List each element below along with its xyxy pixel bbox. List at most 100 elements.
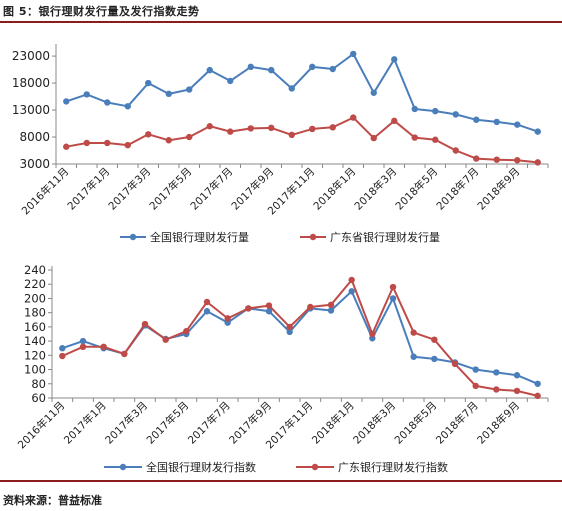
data-point-series-1 bbox=[370, 89, 377, 96]
series-line-2 bbox=[61, 279, 538, 397]
data-point-series-2 bbox=[431, 336, 438, 343]
data-point-series-2 bbox=[534, 392, 541, 400]
data-point-series-2 bbox=[245, 305, 252, 312]
data-point-series-1 bbox=[227, 77, 234, 85]
data-point-series-2 bbox=[100, 343, 107, 350]
data-point-series-1 bbox=[493, 118, 500, 126]
x-tick-label: 2018年3月 bbox=[352, 165, 400, 213]
data-point-series-2 bbox=[286, 323, 293, 331]
figure-title-bar: 图 5：银行理财发行量及发行指数走势 bbox=[0, 0, 562, 23]
data-point-series-2 bbox=[411, 134, 418, 141]
y-tick-label: 120 bbox=[24, 348, 46, 362]
x-tick-label: 2017年1月 bbox=[65, 165, 113, 213]
data-point-series-1 bbox=[124, 103, 131, 110]
x-tick-label: 2018年5月 bbox=[392, 399, 440, 447]
x-tick-label: 2018年7月 bbox=[434, 165, 482, 213]
data-point-series-1 bbox=[329, 65, 336, 73]
y-tick-label: 23000 bbox=[12, 49, 50, 63]
data-point-series-2 bbox=[307, 303, 314, 311]
data-point-series-2 bbox=[370, 134, 377, 142]
data-point-series-1 bbox=[286, 328, 293, 336]
data-point-series-2 bbox=[121, 350, 128, 358]
data-point-series-2 bbox=[472, 382, 479, 390]
data-point-series-2 bbox=[391, 117, 398, 125]
legend-label-2: 广东银行理财发行指数 bbox=[338, 460, 448, 474]
data-point-series-2 bbox=[309, 125, 316, 133]
data-point-series-1 bbox=[493, 369, 500, 376]
data-point-series-2 bbox=[288, 131, 295, 139]
y-tick-label: 140 bbox=[24, 334, 46, 348]
figure-title: 图 5：银行理财发行量及发行指数走势 bbox=[3, 5, 200, 18]
data-point-series-1 bbox=[288, 85, 295, 92]
x-tick-label: 2018年9月 bbox=[474, 399, 522, 447]
data-point-series-1 bbox=[534, 380, 541, 387]
data-point-series-2 bbox=[534, 159, 541, 166]
y-tick-label: 200 bbox=[24, 291, 46, 305]
data-point-series-1 bbox=[389, 295, 397, 302]
data-point-series-1 bbox=[472, 366, 479, 373]
x-tick-label: 2018年3月 bbox=[350, 399, 398, 447]
source-bar: 资料来源：普益标准 bbox=[0, 480, 562, 511]
x-tick-label: 2018年5月 bbox=[393, 165, 441, 213]
y-tick-label: 220 bbox=[24, 277, 46, 291]
data-point-series-2 bbox=[63, 143, 70, 150]
data-point-series-1 bbox=[268, 66, 275, 74]
data-point-series-1 bbox=[411, 105, 418, 113]
x-tick-label: 2017年7月 bbox=[185, 399, 233, 447]
data-point-series-2 bbox=[268, 124, 275, 132]
data-point-series-2 bbox=[514, 157, 521, 164]
data-point-series-1 bbox=[203, 308, 211, 315]
data-point-series-2 bbox=[452, 147, 459, 154]
legend-marker-2 bbox=[311, 463, 319, 471]
data-point-series-2 bbox=[432, 136, 439, 143]
data-point-series-1 bbox=[265, 308, 273, 315]
data-point-series-2 bbox=[329, 124, 336, 131]
data-point-series-2 bbox=[327, 301, 335, 309]
y-tick-label: 13000 bbox=[12, 103, 50, 117]
data-point-series-2 bbox=[389, 283, 397, 291]
data-point-series-1 bbox=[431, 355, 438, 363]
data-point-series-2 bbox=[410, 329, 417, 336]
data-point-series-2 bbox=[247, 125, 254, 132]
x-tick-label: 2016年11月 bbox=[15, 399, 67, 451]
y-tick-label: 8000 bbox=[19, 130, 50, 144]
issuance-volume-chart: 300080001300018000230002016年11月2017年1月20… bbox=[12, 44, 549, 244]
data-point-series-2 bbox=[513, 387, 521, 395]
data-point-series-1 bbox=[350, 50, 357, 58]
series-line-2 bbox=[66, 116, 538, 164]
data-point-series-1 bbox=[473, 116, 480, 123]
data-point-series-2 bbox=[493, 156, 500, 163]
data-point-series-2 bbox=[145, 131, 152, 138]
data-point-series-2 bbox=[348, 276, 355, 284]
issuance-index-chart: 60801001201401601802002202402016年11月2017… bbox=[15, 263, 549, 474]
x-tick-label: 2017年3月 bbox=[102, 399, 150, 447]
series-line-1 bbox=[65, 52, 539, 133]
data-point-series-2 bbox=[59, 352, 66, 360]
data-point-series-2 bbox=[124, 141, 131, 149]
x-tick-label: 2018年7月 bbox=[433, 399, 481, 447]
data-point-series-2 bbox=[206, 123, 213, 130]
data-point-series-1 bbox=[327, 307, 335, 314]
legend-label-1: 全国银行理财发行量 bbox=[150, 230, 249, 244]
x-tick-label: 2018年1月 bbox=[311, 165, 359, 213]
series-line-1 bbox=[61, 290, 539, 385]
x-tick-label: 2017年5月 bbox=[144, 399, 192, 447]
legend-label-1: 全国银行理财发行指数 bbox=[146, 460, 256, 474]
data-point-series-1 bbox=[513, 372, 521, 379]
data-point-series-2 bbox=[350, 114, 357, 121]
data-point-series-2 bbox=[473, 155, 480, 162]
data-point-series-2 bbox=[104, 139, 111, 147]
y-tick-label: 60 bbox=[31, 391, 46, 405]
data-point-series-1 bbox=[247, 63, 254, 71]
data-point-series-2 bbox=[265, 302, 273, 309]
data-point-series-2 bbox=[183, 327, 190, 335]
legend-label-2: 广东省银行理财发行量 bbox=[330, 230, 440, 244]
data-point-series-1 bbox=[410, 353, 417, 360]
data-point-series-1 bbox=[83, 91, 90, 98]
data-point-series-1 bbox=[79, 337, 87, 345]
x-tick-label: 2017年1月 bbox=[61, 399, 109, 447]
data-point-series-2 bbox=[203, 298, 211, 306]
data-point-series-1 bbox=[59, 345, 66, 352]
data-point-series-1 bbox=[391, 56, 398, 63]
legend-marker-2 bbox=[309, 233, 317, 241]
